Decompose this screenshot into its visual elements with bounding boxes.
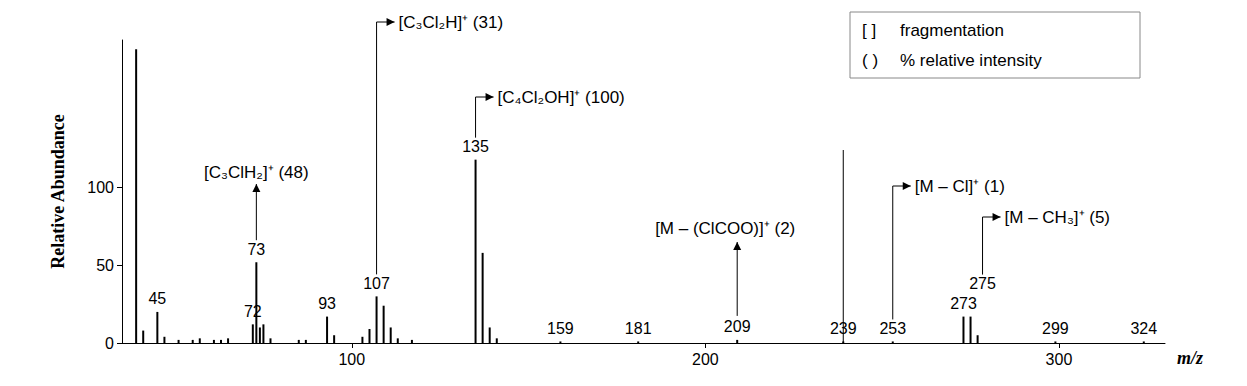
svg-text:fragmentation: fragmentation [900,21,1004,40]
svg-text:135: 135 [462,138,489,155]
svg-text:% relative intensity: % relative intensity [900,51,1042,70]
svg-text:209: 209 [724,318,751,335]
svg-text:[ ]: [ ] [862,21,876,40]
svg-text:100: 100 [338,351,365,368]
svg-text:239: 239 [830,320,857,337]
svg-text:72: 72 [244,303,262,320]
svg-text:253: 253 [879,320,906,337]
svg-text:[M – Cl]⁺ (1): [M – Cl]⁺ (1) [915,177,1005,196]
svg-text:273: 273 [950,295,977,312]
svg-text:50: 50 [96,257,114,274]
svg-text:159: 159 [547,320,574,337]
svg-text:Relative Abundance: Relative Abundance [48,114,68,269]
svg-text:m/z: m/z [1177,348,1203,368]
svg-text:299: 299 [1042,320,1069,337]
svg-text:181: 181 [625,320,652,337]
svg-text:( ): ( ) [862,51,878,70]
svg-text:[C₃ClH₂]⁺ (48): [C₃ClH₂]⁺ (48) [204,163,309,182]
svg-text:324: 324 [1130,320,1157,337]
svg-text:45: 45 [148,290,166,307]
svg-text:[C₄Cl₂OH]⁺ (100): [C₄Cl₂OH]⁺ (100) [498,88,625,107]
svg-text:300: 300 [1046,351,1073,368]
svg-text:[M – (ClCOO)]⁺ (2): [M – (ClCOO)]⁺ (2) [655,219,795,238]
svg-text:107: 107 [363,275,390,292]
svg-text:200: 200 [692,351,719,368]
svg-text:275: 275 [969,275,996,292]
svg-text:[C₃Cl₂H]⁺ (31): [C₃Cl₂H]⁺ (31) [399,13,504,32]
svg-text:[M – CH₃]⁺ (5): [M – CH₃]⁺ (5) [1005,208,1111,227]
svg-text:0: 0 [105,335,114,352]
svg-text:93: 93 [318,295,336,312]
svg-text:100: 100 [87,179,114,196]
svg-text:73: 73 [247,241,265,258]
